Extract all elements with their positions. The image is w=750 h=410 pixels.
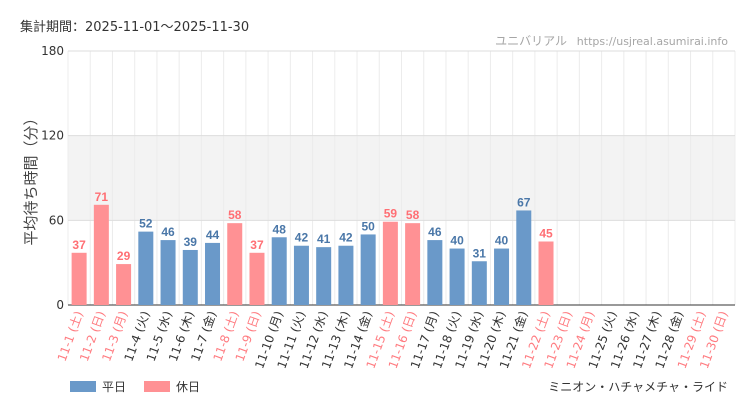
- source-credit[interactable]: ユニバリアル https://usjreal.asumirai.info: [495, 32, 728, 49]
- label-layer: 37 71 29 52 46 39 44 58 37 48 42 41 42 50 59 58 46 40 31 40…: [72, 190, 553, 263]
- bar: [249, 252, 265, 305]
- bar-value-label: 71: [95, 190, 109, 204]
- bar: [382, 221, 398, 305]
- bar-value-label: 42: [295, 231, 309, 245]
- bar-value-label: 41: [317, 232, 331, 246]
- bar-value-label: 40: [450, 234, 464, 248]
- bar: [160, 240, 176, 305]
- bar-value-label: 46: [428, 225, 442, 239]
- bar-value-label: 44: [206, 228, 220, 242]
- y-tick-label: 180: [41, 44, 64, 58]
- bar: [494, 248, 510, 305]
- legend: 平日 休日: [70, 378, 200, 395]
- legend-weekday-swatch: [70, 381, 96, 392]
- y-tick-label: 0: [56, 298, 64, 312]
- legend-weekday: 平日: [70, 378, 126, 395]
- bar-value-label: 45: [539, 227, 553, 241]
- source-name: ユニバリアル: [495, 34, 567, 48]
- bar: [116, 264, 132, 305]
- bar-value-label: 67: [517, 195, 531, 209]
- legend-holiday-swatch: [144, 381, 171, 392]
- bar: [405, 223, 421, 305]
- bar-value-label: 31: [473, 246, 487, 260]
- legend-holiday: 休日: [144, 378, 200, 395]
- bar-layer: [71, 204, 554, 305]
- bar: [538, 241, 554, 305]
- bar-value-label: 29: [117, 249, 131, 263]
- bar: [71, 252, 87, 305]
- period-label: 集計期間：2025-11-01～2025-11-30: [20, 20, 250, 35]
- bar-value-label: 52: [139, 217, 153, 231]
- bar: [271, 237, 287, 305]
- y-axis-label: 平均待ち時間（分）: [22, 110, 40, 245]
- bar: [360, 234, 376, 305]
- bar: [182, 249, 198, 305]
- bar-value-label: 37: [250, 238, 264, 252]
- bar: [427, 240, 443, 305]
- bar: [316, 247, 332, 305]
- bar-value-label: 58: [228, 208, 242, 222]
- grid-layer: [67, 50, 736, 306]
- bar-value-label: 42: [339, 231, 353, 245]
- bar: [449, 248, 465, 305]
- bar-value-label: 40: [495, 234, 509, 248]
- bar: [227, 223, 243, 305]
- bar: [138, 231, 154, 305]
- bar: [293, 245, 309, 305]
- bar-value-label: 48: [273, 222, 287, 236]
- bar-value-label: 58: [406, 208, 420, 222]
- source-url[interactable]: https://usjreal.asumirai.info: [576, 35, 728, 48]
- bar-value-label: 59: [384, 207, 398, 221]
- bar: [516, 210, 532, 305]
- bar-value-label: 46: [161, 225, 175, 239]
- bar-value-label: 50: [361, 219, 375, 233]
- legend-holiday-label: 休日: [176, 380, 201, 394]
- legend-weekday-label: 平日: [102, 380, 127, 394]
- y-tick-label: 60: [49, 213, 64, 227]
- bar: [93, 204, 109, 305]
- bar-value-label: 37: [72, 238, 86, 252]
- y-tick-label: 120: [41, 129, 64, 143]
- bar: [338, 245, 354, 305]
- attraction-name: ミニオン・ハチャメチャ・ライド: [548, 380, 728, 394]
- bar: [205, 242, 221, 305]
- bar-value-label: 39: [184, 235, 198, 249]
- bar: [471, 261, 487, 305]
